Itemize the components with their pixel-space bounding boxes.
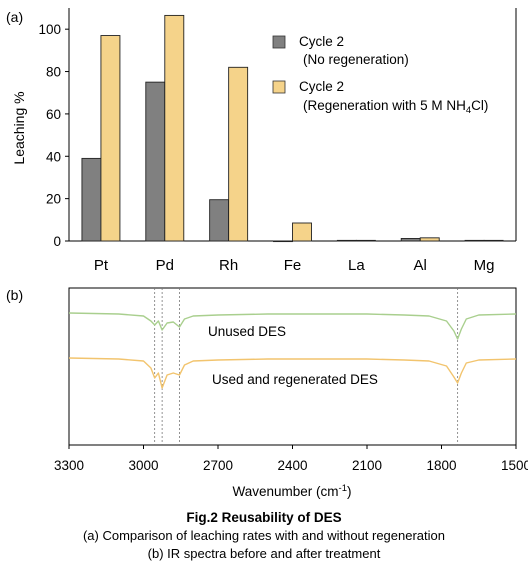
bar-chart-categories: Pt Pd Rh Fe La Al Mg [94,257,495,274]
legend-swatch-no-regen [272,35,286,49]
bar-category-label: Fe [284,257,302,274]
bar-y-tick-label: 0 [53,234,61,249]
bar-pd-series-2 [164,14,185,242]
bar-chart-legend: Cycle 2 (No regeneration) Cycle 2 (Regen… [272,34,488,116]
bar-category-label: Rh [219,257,238,274]
bar-al-series-2 [419,237,440,242]
bar-y-axis-label: Leaching % [11,91,27,164]
bar-chart-y-ticks: 0 20 40 60 80 100 [38,22,69,249]
ir-spectrum-unused [68,312,517,340]
bar-la-series-1 [336,239,357,242]
panel-b-label: (b) [6,287,23,303]
bar-y-tick-label: 80 [46,65,61,80]
ir-x-ticks: 3300 3000 2700 2400 2100 1800 1500 [54,445,528,473]
bar-pd-series-1 [145,81,166,242]
bar-pt-series-2 [100,35,121,242]
figure-canvas: (a) Leaching % 0 20 40 60 80 100 Pt Pd Rh Fe La Al… [6,8,528,499]
ir-label-unused: Unused DES [208,324,286,339]
ir-x-axis-label: Wavenumber (cm-1) [233,483,352,499]
bar-category-label: Al [414,257,427,274]
bar-y-tick-label: 60 [46,107,61,122]
bar-pt-series-1 [81,157,102,242]
bar-mg-series-1 [464,239,485,242]
bar-category-label: Pt [94,257,109,274]
bar-chart-axes [68,8,517,242]
ir-x-tick-label: 2100 [352,458,382,473]
bar-category-label: Pd [156,257,174,274]
ir-x-tick-label: 1500 [501,458,528,473]
ir-spectra [68,312,517,389]
bar-y-tick-label: 20 [46,192,61,207]
panel-a-label: (a) [6,9,23,25]
bar-y-tick-label: 40 [46,149,61,164]
bar-chart-bars [81,14,504,243]
legend-label-regen: Cycle 2 [299,79,344,94]
bar-category-label: Mg [474,257,495,274]
bar-la-series-2 [355,239,376,242]
ir-reference-lines [154,288,459,445]
bar-mg-series-2 [483,239,504,242]
ir-x-tick-label: 2700 [203,458,233,473]
bar-category-label: La [348,257,365,274]
bar-rh-series-2 [228,66,249,242]
figure-title: Fig.2 Reusability of DES [186,510,342,525]
caption-b: (b) IR spectra before and after treatmen… [147,546,381,561]
bar-y-tick-label: 100 [38,22,61,37]
legend-swatch-regen [272,80,286,94]
ir-label-used: Used and regenerated DES [212,372,378,387]
ir-x-tick-label: 1800 [426,458,456,473]
ir-x-tick-label: 3000 [128,458,158,473]
bar-rh-series-1 [209,199,230,242]
ir-x-tick-label: 2400 [277,458,307,473]
ir-spectrum-used [68,357,517,389]
ir-plot-frame [68,287,517,446]
bar-al-series-1 [400,238,421,242]
legend-note-no-regen: (No regeneration) [303,52,409,67]
bar-fe-series-2 [292,222,312,242]
legend-note-regen: (Regeneration with 5 M NH4Cl) [303,98,488,116]
ir-x-tick-label: 3300 [54,458,84,473]
bar-fe-series-1 [273,240,293,243]
legend-label-no-regen: Cycle 2 [299,34,344,49]
caption-a: (a) Comparison of leaching rates with an… [82,528,446,543]
